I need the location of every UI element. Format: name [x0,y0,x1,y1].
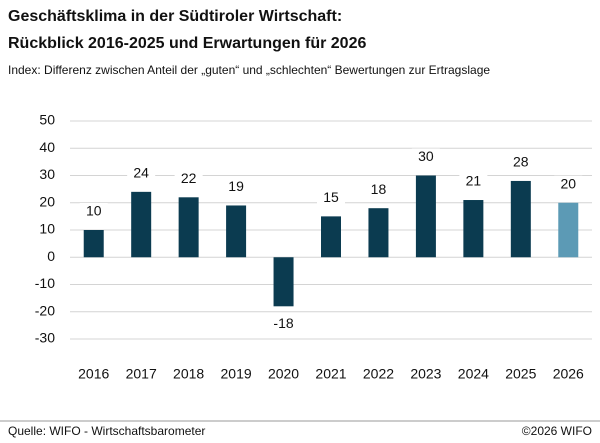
value-label: 28 [513,154,529,170]
bar [510,180,531,258]
value-label-bg [79,203,108,221]
y-tick-label: -10 [35,275,55,291]
value-label-bg [506,153,535,172]
value-label-bg [317,189,345,208]
y-tick-label: 30 [39,166,55,182]
value-label: 10 [86,203,102,219]
value-label-bg [459,173,488,192]
bar [273,257,294,307]
x-tick-label: 2026 [553,366,584,382]
chart-note: Index: Differenz zwischen Anteil der „gu… [8,63,490,77]
bar [415,175,436,258]
chart-title: Geschäftsklima in der Südtiroler Wirtsch… [8,8,342,25]
value-label-bg [411,148,440,167]
y-tick-label: -30 [35,330,55,346]
bar [131,191,152,258]
bar [321,216,341,258]
value-label: -18 [273,315,293,331]
x-tick-label: 2019 [221,366,252,382]
value-label: 30 [418,148,434,164]
y-tick-label: 20 [39,193,55,209]
bar [558,202,579,258]
value-label-bg [364,181,393,200]
copyright: ©2026 WIFO [522,424,592,438]
value-label-bg [174,170,203,189]
chart-subtitle: Rückblick 2016-2025 und Erwartungen für … [8,35,366,52]
value-label: 21 [466,173,482,189]
value-label: 20 [560,175,576,191]
y-tick-label: 50 [39,112,55,128]
value-label-bg [269,315,298,334]
y-tick-label: 40 [39,139,55,155]
x-tick-label: 2016 [78,366,109,382]
x-tick-label: 2025 [505,366,536,382]
value-label: 24 [133,165,149,181]
value-label-bg [127,164,156,183]
value-label: 22 [181,170,197,186]
value-label: 18 [371,181,387,197]
x-tick-label: 2017 [126,366,157,382]
y-tick-label: 0 [47,248,55,264]
x-tick-label: 2021 [315,366,346,382]
x-tick-label: 2022 [363,366,394,382]
value-label: 15 [323,189,339,205]
x-tick-label: 2020 [268,366,299,382]
y-tick-label: -20 [35,302,55,318]
bar [368,208,389,258]
value-label-bg [554,175,583,194]
bar [226,205,247,258]
bar [463,200,484,258]
bar [178,197,199,258]
x-tick-label: 2023 [410,366,441,382]
x-tick-label: 2024 [458,366,489,382]
value-label: 19 [228,178,244,194]
x-tick-label: 2018 [173,366,204,382]
source: Quelle: WIFO - Wirtschaftsbarometer [8,424,205,438]
value-label-bg [222,178,251,197]
y-tick-label: 10 [39,221,55,237]
bar [83,230,104,258]
